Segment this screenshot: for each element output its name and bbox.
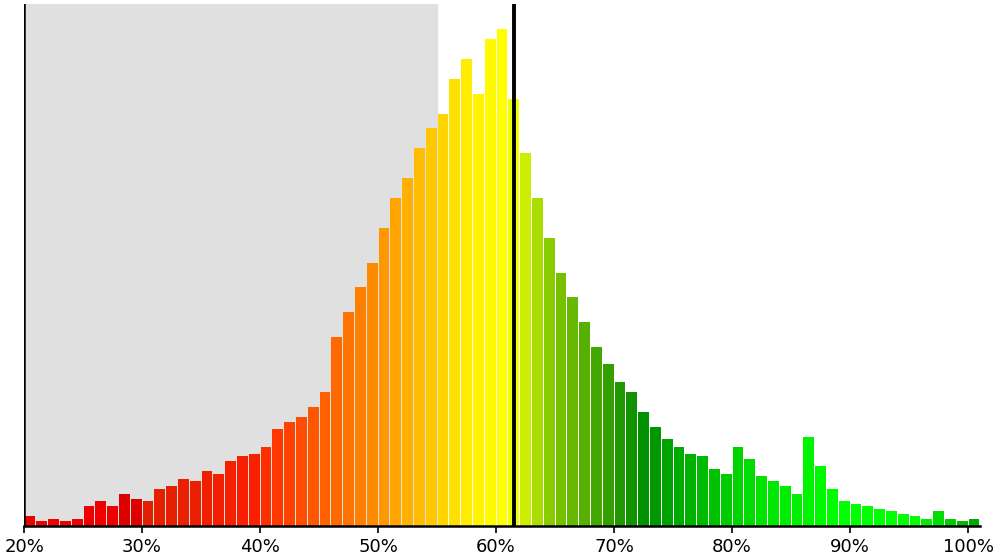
Bar bbox=[190, 481, 201, 526]
Bar bbox=[579, 322, 590, 526]
Bar bbox=[945, 519, 956, 526]
Bar bbox=[827, 489, 838, 526]
Bar bbox=[921, 519, 932, 526]
Bar bbox=[60, 521, 71, 526]
Bar bbox=[910, 516, 920, 526]
Bar bbox=[674, 446, 684, 526]
Bar bbox=[803, 437, 814, 526]
Bar bbox=[225, 461, 236, 526]
Bar bbox=[898, 514, 909, 526]
Bar bbox=[685, 454, 696, 526]
Bar bbox=[272, 429, 283, 526]
Bar bbox=[72, 519, 83, 526]
Bar bbox=[886, 511, 897, 526]
Bar bbox=[143, 501, 153, 526]
Bar bbox=[154, 489, 165, 526]
Bar bbox=[213, 474, 224, 526]
Bar bbox=[662, 439, 673, 526]
Bar bbox=[591, 347, 602, 526]
Bar bbox=[36, 521, 47, 526]
Bar bbox=[331, 337, 342, 526]
Bar bbox=[508, 99, 519, 526]
Bar bbox=[721, 474, 732, 526]
Bar bbox=[249, 454, 260, 526]
Bar bbox=[202, 472, 212, 526]
Bar bbox=[461, 59, 472, 526]
Bar bbox=[839, 501, 850, 526]
Bar bbox=[25, 516, 35, 526]
Bar bbox=[815, 466, 826, 526]
Bar bbox=[862, 506, 873, 526]
Bar bbox=[874, 508, 885, 526]
Bar bbox=[48, 519, 59, 526]
Bar bbox=[473, 94, 484, 526]
Bar bbox=[556, 273, 566, 526]
Bar bbox=[768, 481, 779, 526]
Bar bbox=[166, 486, 177, 526]
Bar bbox=[744, 459, 755, 526]
Bar bbox=[119, 494, 130, 526]
Bar bbox=[733, 446, 743, 526]
Bar bbox=[851, 503, 861, 526]
Bar bbox=[532, 198, 543, 526]
Bar bbox=[84, 506, 94, 526]
Bar bbox=[780, 486, 791, 526]
Bar bbox=[261, 446, 271, 526]
Bar bbox=[237, 456, 248, 526]
Bar bbox=[650, 427, 661, 526]
Bar bbox=[933, 511, 944, 526]
Bar bbox=[756, 477, 767, 526]
Bar bbox=[24, 4, 437, 526]
Bar bbox=[567, 297, 578, 526]
Bar bbox=[426, 128, 437, 526]
Bar bbox=[544, 238, 555, 526]
Bar bbox=[497, 29, 507, 526]
Bar bbox=[320, 392, 330, 526]
Bar bbox=[626, 392, 637, 526]
Bar bbox=[615, 382, 625, 526]
Bar bbox=[284, 422, 295, 526]
Bar bbox=[402, 178, 413, 526]
Bar bbox=[379, 228, 389, 526]
Bar bbox=[107, 506, 118, 526]
Bar bbox=[367, 263, 378, 526]
Bar bbox=[709, 469, 720, 526]
Bar bbox=[390, 198, 401, 526]
Bar bbox=[355, 287, 366, 526]
Bar bbox=[969, 519, 979, 526]
Bar bbox=[603, 365, 614, 526]
Bar bbox=[308, 407, 319, 526]
Bar bbox=[697, 456, 708, 526]
Bar bbox=[957, 521, 968, 526]
Bar bbox=[95, 501, 106, 526]
Bar bbox=[414, 148, 425, 526]
Bar bbox=[438, 114, 448, 526]
Bar bbox=[178, 479, 189, 526]
Bar bbox=[520, 153, 531, 526]
Bar bbox=[131, 499, 142, 526]
Bar bbox=[485, 39, 496, 526]
Bar bbox=[792, 494, 802, 526]
Bar bbox=[449, 79, 460, 526]
Bar bbox=[296, 417, 307, 526]
Bar bbox=[343, 312, 354, 526]
Bar bbox=[638, 412, 649, 526]
